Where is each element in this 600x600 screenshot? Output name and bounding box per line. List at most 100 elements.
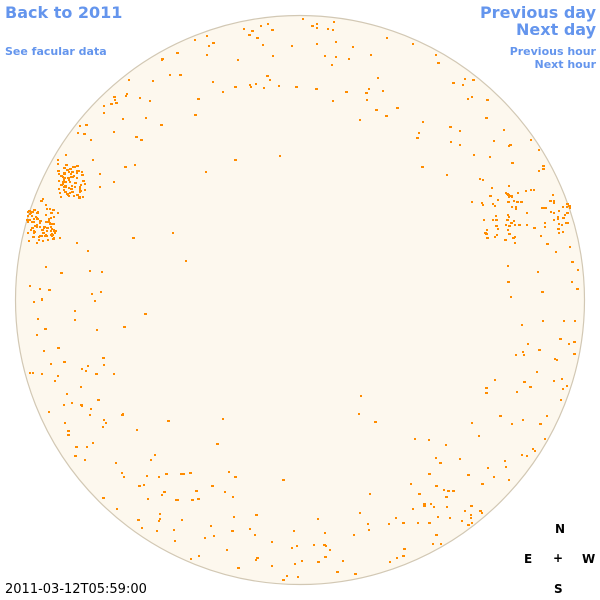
feature-marker: [558, 223, 560, 225]
feature-marker: [317, 518, 319, 520]
feature-marker: [561, 224, 563, 226]
feature-marker: [523, 354, 525, 356]
feature-marker: [509, 144, 512, 146]
feature-marker: [508, 233, 511, 235]
feature-marker: [470, 517, 472, 519]
feature-marker: [422, 121, 424, 123]
feature-marker: [478, 435, 480, 437]
feature-marker: [194, 114, 197, 116]
feature-marker: [33, 218, 35, 220]
feature-marker: [63, 167, 66, 169]
feature-marker: [99, 173, 101, 175]
feature-marker: [294, 563, 296, 565]
feature-marker: [489, 195, 492, 197]
feature-marker: [557, 216, 559, 218]
feature-marker: [53, 216, 55, 218]
feature-marker: [428, 473, 431, 475]
feature-marker: [46, 221, 48, 223]
feature-marker: [198, 555, 200, 557]
feature-marker: [233, 516, 235, 518]
feature-marker: [87, 250, 89, 252]
feature-marker: [67, 430, 70, 432]
feature-marker: [368, 88, 370, 90]
feature-marker: [527, 343, 529, 345]
feature-marker: [27, 211, 29, 213]
see-facular-data-link[interactable]: See facular data: [5, 45, 107, 58]
back-to-year-link[interactable]: Back to 2011: [5, 3, 123, 22]
feature-marker: [388, 523, 390, 525]
feature-marker: [62, 181, 64, 183]
feature-marker: [85, 124, 88, 126]
feature-marker: [544, 226, 546, 228]
feature-marker: [443, 489, 445, 491]
feature-marker: [439, 462, 442, 464]
feature-marker: [360, 395, 362, 397]
feature-marker: [561, 378, 563, 380]
feature-marker: [251, 30, 254, 32]
feature-marker: [507, 194, 510, 196]
feature-marker: [437, 516, 439, 518]
feature-marker: [450, 141, 452, 143]
feature-marker: [48, 218, 50, 220]
feature-marker: [539, 423, 542, 425]
feature-marker: [489, 156, 491, 158]
feature-marker: [82, 196, 84, 198]
feature-marker: [377, 77, 379, 79]
feature-marker: [40, 235, 42, 237]
feature-marker: [197, 498, 200, 500]
feature-marker: [64, 181, 67, 183]
feature-marker: [563, 320, 565, 322]
feature-marker: [255, 83, 257, 85]
feature-marker: [65, 185, 67, 187]
feature-marker: [546, 415, 548, 417]
feature-marker: [76, 242, 78, 244]
feature-marker: [67, 177, 70, 179]
feature-marker: [324, 556, 327, 558]
feature-marker: [271, 541, 273, 543]
feature-marker: [81, 171, 83, 173]
feature-marker: [505, 192, 507, 194]
feature-marker: [553, 200, 555, 202]
feature-marker: [36, 224, 38, 226]
feature-marker: [345, 91, 348, 93]
feature-marker: [103, 112, 105, 114]
feature-marker: [544, 438, 546, 440]
feature-marker: [541, 207, 543, 209]
feature-marker: [65, 154, 67, 156]
feature-marker: [121, 414, 124, 416]
feature-marker: [511, 423, 513, 425]
feature-marker: [541, 291, 544, 293]
feature-marker: [537, 271, 539, 273]
feature-marker: [124, 166, 127, 168]
feature-marker: [472, 79, 475, 81]
feature-marker: [115, 102, 118, 104]
feature-marker: [163, 491, 166, 493]
feature-marker: [145, 117, 147, 119]
feature-marker: [250, 86, 252, 88]
feature-marker: [189, 472, 192, 474]
feature-marker: [36, 334, 38, 336]
feature-marker: [471, 422, 473, 424]
feature-marker: [47, 239, 49, 241]
feature-marker: [48, 411, 50, 413]
feature-marker: [80, 184, 82, 186]
feature-marker: [492, 219, 494, 221]
next-hour-link[interactable]: Next hour: [534, 58, 597, 71]
feature-marker: [74, 310, 76, 312]
feature-marker: [33, 209, 36, 211]
previous-hour-link[interactable]: Previous hour: [509, 45, 596, 58]
feature-marker: [514, 242, 516, 244]
feature-marker: [293, 530, 295, 532]
previous-day-link[interactable]: Previous day: [479, 3, 596, 22]
next-day-link[interactable]: Next day: [516, 20, 596, 39]
feature-marker: [483, 219, 485, 221]
feature-marker: [428, 439, 430, 441]
feature-marker: [146, 475, 148, 477]
feature-marker: [316, 43, 318, 45]
feature-marker: [449, 126, 452, 128]
feature-marker: [487, 467, 489, 469]
feature-marker: [254, 534, 256, 536]
feature-marker: [348, 58, 350, 60]
feature-marker: [550, 211, 552, 213]
feature-marker: [114, 99, 116, 101]
